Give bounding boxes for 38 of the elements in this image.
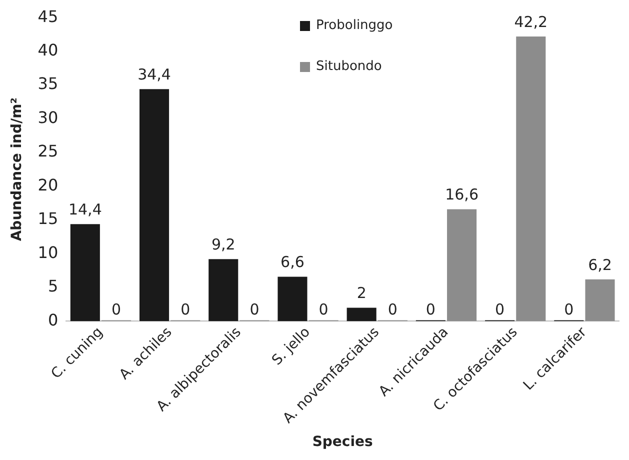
- bar: [516, 36, 546, 322]
- data-label: 0: [111, 300, 122, 319]
- y-tick-label: 5: [48, 276, 58, 296]
- bar: [346, 308, 376, 322]
- y-tick-label: 35: [38, 74, 58, 94]
- bar: [208, 259, 238, 322]
- data-label: 14,4: [68, 200, 102, 218]
- legend-label: Situbondo: [316, 59, 382, 74]
- y-tick-label: 15: [38, 209, 58, 228]
- bar: [278, 276, 308, 322]
- y-tick-label: 45: [38, 6, 58, 26]
- x-axis-title: Species: [312, 434, 373, 450]
- data-label: 16,6: [445, 186, 478, 204]
- data-label: 0: [250, 300, 260, 319]
- y-tick-label: 40: [38, 40, 58, 60]
- data-label: 0: [495, 300, 505, 319]
- legend-label: Probolinggo: [316, 18, 393, 33]
- bar: [139, 89, 170, 322]
- y-tick-label: 30: [38, 108, 58, 127]
- y-tick-label: 20: [38, 175, 58, 194]
- data-label: 0: [388, 300, 398, 319]
- data-label: 34,4: [138, 66, 171, 84]
- data-label: 2: [356, 284, 366, 302]
- data-label: 42,2: [514, 12, 548, 31]
- data-label: 6,6: [280, 253, 304, 272]
- bar: [70, 224, 100, 322]
- data-label: 0: [426, 300, 436, 319]
- data-label: 0: [318, 300, 328, 319]
- data-label: 9,2: [211, 236, 236, 254]
- bar: [447, 209, 477, 322]
- bar: [585, 279, 615, 322]
- data-label: 6,2: [588, 256, 612, 274]
- y-tick-label: 25: [38, 142, 58, 161]
- data-label: 0: [180, 300, 190, 319]
- y-tick-label: 10: [38, 242, 58, 262]
- data-label: 0: [564, 300, 574, 319]
- y-tick-label: 0: [48, 310, 58, 330]
- y-axis-title: Abundance ind/m²: [9, 98, 26, 242]
